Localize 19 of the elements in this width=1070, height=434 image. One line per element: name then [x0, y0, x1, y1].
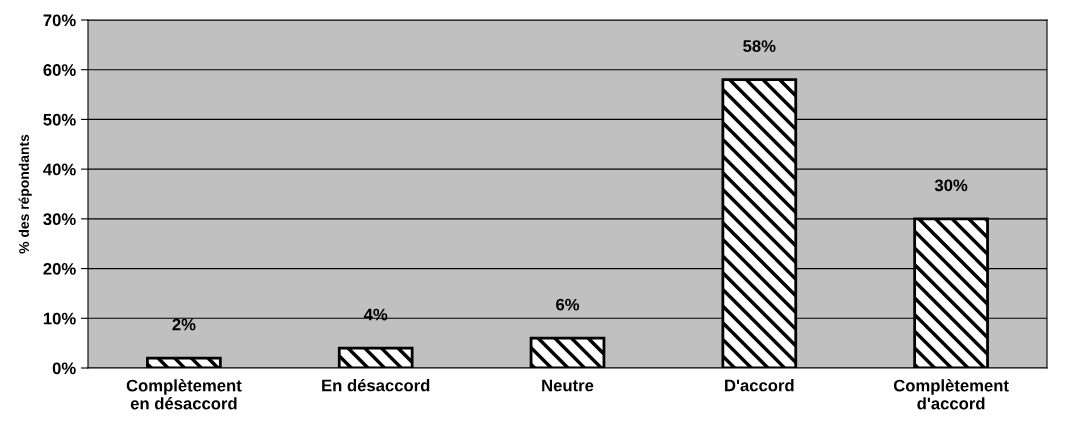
y-tick-label: 50%: [43, 113, 76, 126]
y-tick-label: 30%: [43, 213, 76, 226]
data-label: 2%: [172, 318, 196, 331]
data-label: 58%: [743, 40, 776, 52]
x-tick-label: Complètement d'accord: [893, 379, 1009, 410]
y-tick-label: 60%: [43, 64, 76, 76]
data-label: 6%: [556, 298, 580, 311]
y-tick-label: 70%: [43, 14, 76, 27]
y-tick-label: 10%: [43, 312, 76, 325]
x-tick-label: Neutre: [542, 379, 594, 392]
x-tick-label: D'accord: [725, 379, 794, 392]
data-label: 4%: [363, 308, 388, 321]
y-axis-title: % des répondants: [18, 134, 32, 254]
y-tick-label: 20%: [43, 262, 76, 275]
y-tick-label: 40%: [43, 163, 76, 176]
y-tick-label: 0%: [52, 362, 76, 375]
x-tick-label: Complètement en désaccord: [126, 379, 242, 410]
data-label: 30%: [934, 179, 968, 192]
x-tick-label: En désaccord: [322, 378, 430, 392]
